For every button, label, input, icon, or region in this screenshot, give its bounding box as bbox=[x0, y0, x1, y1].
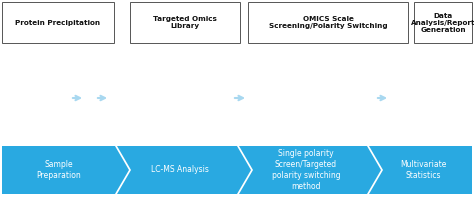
Polygon shape bbox=[2, 146, 128, 194]
Polygon shape bbox=[367, 146, 383, 194]
Polygon shape bbox=[232, 146, 380, 194]
Polygon shape bbox=[110, 146, 250, 194]
Text: LC-MS Analysis: LC-MS Analysis bbox=[151, 166, 209, 174]
Text: Data
Analysis/Report
Generation: Data Analysis/Report Generation bbox=[411, 12, 474, 32]
FancyBboxPatch shape bbox=[2, 2, 114, 43]
Text: Targeted Omics
Library: Targeted Omics Library bbox=[153, 16, 217, 29]
Polygon shape bbox=[237, 146, 253, 194]
Text: OMICS Scale
Screening/Polarity Switching: OMICS Scale Screening/Polarity Switching bbox=[269, 16, 387, 29]
Text: Protein Precipitation: Protein Precipitation bbox=[16, 19, 100, 26]
Text: Multivariate
Statistics: Multivariate Statistics bbox=[400, 160, 446, 180]
FancyBboxPatch shape bbox=[130, 2, 240, 43]
FancyBboxPatch shape bbox=[414, 2, 472, 43]
Text: Sample
Preparation: Sample Preparation bbox=[36, 160, 82, 180]
Polygon shape bbox=[115, 146, 131, 194]
Polygon shape bbox=[362, 146, 472, 194]
Text: Single polarity
Screen/Targeted
polarity switching
method: Single polarity Screen/Targeted polarity… bbox=[272, 149, 340, 191]
FancyBboxPatch shape bbox=[248, 2, 408, 43]
